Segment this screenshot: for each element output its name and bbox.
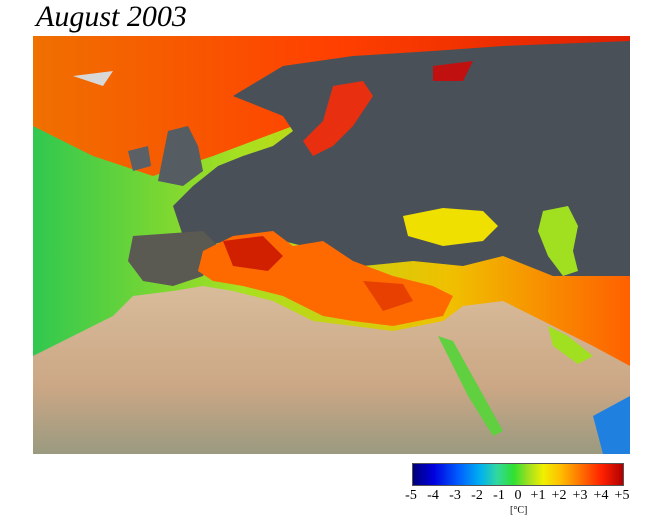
map-title: August 2003 [36,0,187,33]
colorbar-tick-label: -1 [493,488,505,503]
persian-gulf [548,326,593,364]
colorbar-tick-label: +3 [572,488,588,503]
caspian-sea [538,206,578,276]
colorbar-tick-label: +1 [530,488,546,503]
colorbar-tick-label: -3 [449,488,461,503]
europe-landmass [173,41,630,276]
colorbar-tick-label: -2 [471,488,483,503]
iberian-peninsula [128,231,218,286]
colorbar-tick-label: -4 [427,488,439,503]
sea-temperature-anomaly-map [33,36,630,454]
colorbar-tick-label: -5 [405,488,417,503]
temperature-anomaly-colorbar [412,463,624,486]
red-sea [438,336,503,436]
colorbar-tick-label: +2 [551,488,567,503]
baltic-sea [303,81,373,156]
colorbar-unit: [°C] [510,505,528,516]
colorbar-tick-label: +4 [593,488,609,503]
british-isles [158,126,203,186]
colorbar-ticks: -5 -4 -3 -2 -1 0 +1 +2 +3 +4 +5 [398,488,638,504]
colorbar-tick-label: +5 [614,488,630,503]
colorbar-tick-label: 0 [514,488,522,503]
black-sea [403,208,498,246]
